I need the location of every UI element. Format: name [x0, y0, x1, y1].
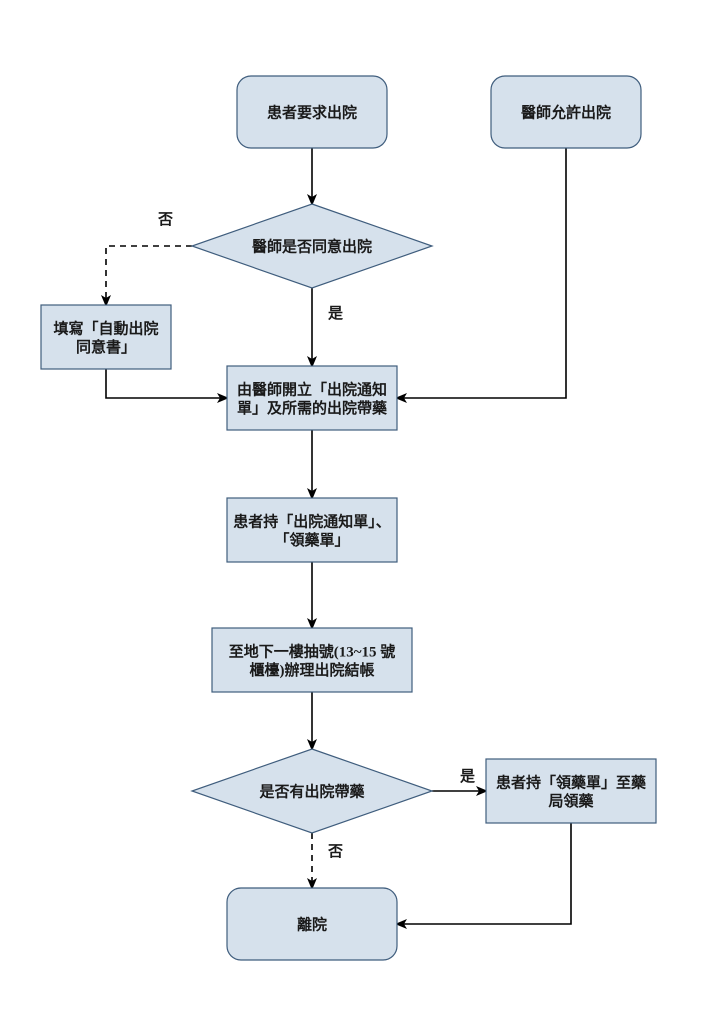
node-start_patient-label: 患者要求出院	[267, 104, 357, 122]
edge-consent_form-to-issue_notice	[106, 369, 227, 398]
edge-start_doctor-to-issue_notice	[397, 148, 566, 398]
node-hold_docs-label: 患者持「出院通知單」、	[233, 512, 391, 530]
node-issue_notice: 由醫師開立「出院通知單」及所需的出院帶藥	[227, 366, 397, 430]
node-start_doctor-label: 醫師允許出院	[521, 104, 611, 122]
node-issue_notice-label: 由醫師開立「出院通知	[237, 380, 387, 398]
edge-pharmacy-to-leave	[397, 823, 571, 924]
node-hold_docs: 患者持「出院通知單」、「領藥單」	[227, 498, 397, 562]
flowchart-canvas: 患者要求出院醫師允許出院醫師是否同意出院填寫「自動出院同意書」由醫師開立「出院通…	[0, 0, 724, 1024]
node-checkout-label: 櫃檯)辦理出院結帳	[250, 661, 375, 679]
edge-label-no_top: 否	[157, 211, 173, 228]
nodes-layer: 患者要求出院醫師允許出院醫師是否同意出院填寫「自動出院同意書」由醫師開立「出院通…	[41, 76, 656, 960]
edge-decision_agree-to-consent_form	[106, 246, 192, 305]
edge-label-no_bot: 否	[327, 843, 343, 860]
node-pharmacy-label: 局領藥	[547, 792, 594, 810]
node-issue_notice-label: 單」及所需的出院帶藥	[237, 399, 388, 417]
node-decision_meds: 是否有出院帶藥	[192, 749, 432, 833]
edge-label-yes_side: 是	[459, 768, 476, 785]
edge-label-yes_mid: 是	[327, 305, 344, 322]
node-hold_docs-label: 「領藥單」	[274, 531, 349, 549]
node-leave-label: 離院	[297, 916, 327, 934]
node-decision_meds-label: 是否有出院帶藥	[258, 783, 365, 801]
node-pharmacy: 患者持「領藥單」至藥局領藥	[486, 759, 656, 823]
node-decision_agree-label: 醫師是否同意出院	[252, 238, 372, 256]
node-consent_form-label: 同意書」	[76, 338, 136, 356]
node-consent_form-label: 填寫「自動出院	[53, 319, 158, 337]
node-start_patient: 患者要求出院	[237, 76, 387, 148]
node-leave: 離院	[227, 888, 397, 960]
node-decision_agree: 醫師是否同意出院	[192, 204, 432, 288]
node-checkout-label: 至地下一樓抽號(13~15 號	[229, 642, 396, 660]
node-checkout: 至地下一樓抽號(13~15 號櫃檯)辦理出院結帳	[212, 628, 412, 692]
node-start_doctor: 醫師允許出院	[491, 76, 641, 148]
node-pharmacy-label: 患者持「領藥單」至藥	[496, 773, 647, 791]
node-consent_form: 填寫「自動出院同意書」	[41, 305, 171, 369]
